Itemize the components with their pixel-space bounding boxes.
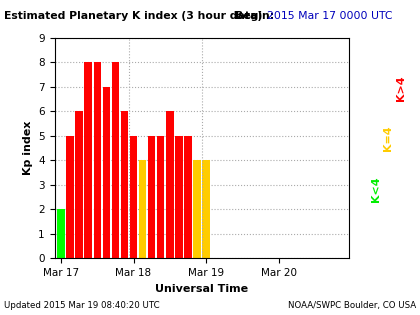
Bar xyxy=(175,136,183,258)
Bar xyxy=(184,136,192,258)
Bar xyxy=(139,160,146,258)
Bar xyxy=(193,160,201,258)
Text: K=4: K=4 xyxy=(383,126,394,152)
Bar xyxy=(57,209,65,258)
Bar xyxy=(166,111,173,258)
Bar xyxy=(94,62,101,258)
Text: K<4: K<4 xyxy=(371,176,381,202)
Y-axis label: Kp index: Kp index xyxy=(23,121,33,175)
Bar xyxy=(157,136,165,258)
X-axis label: Universal Time: Universal Time xyxy=(155,284,248,294)
Bar xyxy=(112,62,119,258)
Text: Begin:: Begin: xyxy=(235,11,274,21)
Bar xyxy=(66,136,74,258)
Text: K>4: K>4 xyxy=(396,75,406,101)
Bar xyxy=(202,160,210,258)
Bar xyxy=(102,87,110,258)
Text: 2015 Mar 17 0000 UTC: 2015 Mar 17 0000 UTC xyxy=(267,11,392,21)
Text: NOAA/SWPC Boulder, CO USA: NOAA/SWPC Boulder, CO USA xyxy=(288,301,416,310)
Bar xyxy=(148,136,155,258)
Text: Updated 2015 Mar 19 08:40:20 UTC: Updated 2015 Mar 19 08:40:20 UTC xyxy=(4,301,160,310)
Bar xyxy=(121,111,128,258)
Bar xyxy=(130,136,137,258)
Bar xyxy=(75,111,83,258)
Text: Estimated Planetary K index (3 hour data): Estimated Planetary K index (3 hour data… xyxy=(4,11,262,21)
Bar xyxy=(84,62,92,258)
